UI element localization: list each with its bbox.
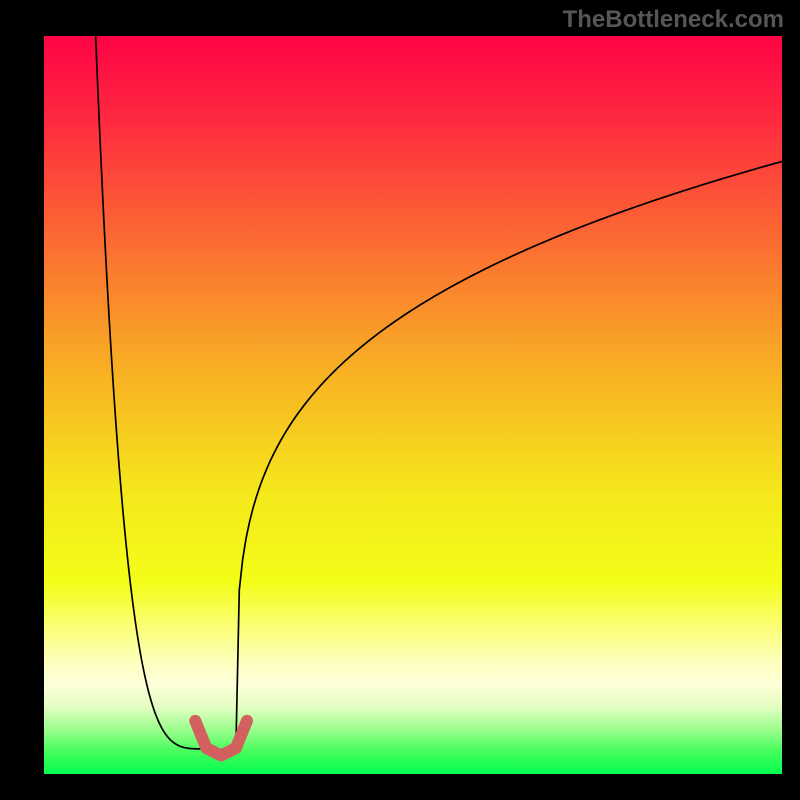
plot-svg xyxy=(44,36,782,774)
gradient-background xyxy=(44,36,782,774)
watermark: TheBottleneck.com xyxy=(563,6,784,34)
plot-area xyxy=(44,36,782,774)
